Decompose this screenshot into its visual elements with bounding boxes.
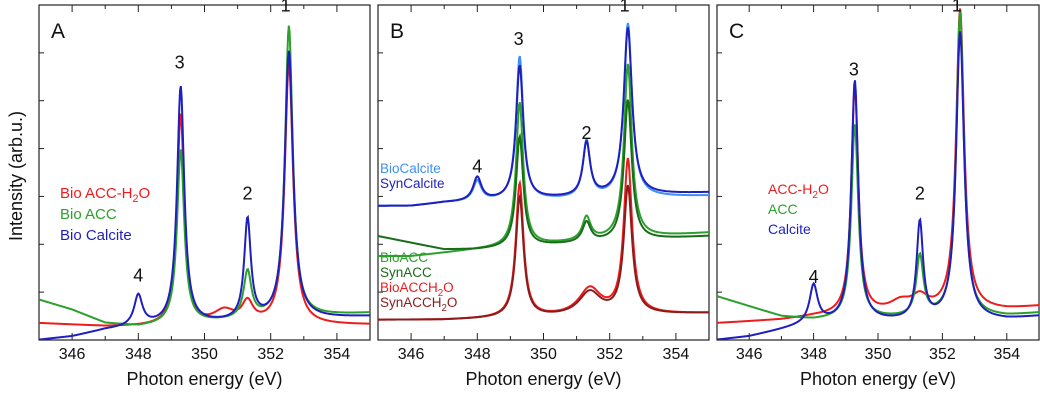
series-line bbox=[39, 25, 370, 326]
x-axis-label: Photon energy (eV) bbox=[800, 369, 956, 389]
x-tick-label: 348 bbox=[464, 346, 491, 363]
axes-frame bbox=[716, 4, 1040, 341]
x-tick-label: 346 bbox=[398, 346, 425, 363]
legend-entry: Bio ACC bbox=[60, 206, 117, 223]
peak-label: 2 bbox=[582, 123, 592, 143]
x-tick-label: 352 bbox=[596, 346, 623, 363]
panel-b: 346 348 350 352 354 Photon energy (eV) B 1 2 3 4 Bi… bbox=[377, 0, 710, 389]
peak-label: 3 bbox=[849, 59, 859, 79]
legend-entry: BioACC bbox=[380, 250, 428, 265]
x-tick-label: 354 bbox=[663, 346, 690, 363]
series-line bbox=[378, 99, 709, 251]
legend-entry: ACC-H2O bbox=[768, 181, 829, 201]
legend-entry: Calcite bbox=[768, 221, 811, 237]
series-line bbox=[378, 63, 709, 258]
legend-entry: BioCalcite bbox=[380, 161, 441, 176]
panel-label: C bbox=[729, 20, 744, 43]
legend-entry: Bio Calcite bbox=[60, 227, 132, 244]
series-line bbox=[39, 50, 370, 340]
legend-entry: BioACCH2O bbox=[380, 280, 454, 299]
x-tick-label: 348 bbox=[800, 346, 827, 363]
series-line bbox=[717, 8, 1039, 324]
x-tick-label: 346 bbox=[59, 346, 86, 363]
series-line bbox=[717, 11, 1039, 319]
peak-label: 2 bbox=[243, 183, 253, 203]
x-tick-label: 350 bbox=[865, 346, 892, 363]
x-tick-label: 352 bbox=[257, 346, 284, 363]
legend-entry: SynACCH2O bbox=[380, 295, 457, 314]
panel-label: B bbox=[390, 20, 404, 43]
series-line bbox=[378, 184, 709, 321]
legend-entry: SynCalcite bbox=[380, 176, 445, 191]
panel-label: A bbox=[51, 20, 65, 43]
peak-label: 4 bbox=[472, 157, 482, 177]
x-axis-label: Photon energy (eV) bbox=[465, 369, 621, 389]
peak-label: 3 bbox=[514, 29, 524, 49]
peak-label: 1 bbox=[952, 0, 962, 16]
peak-label: 1 bbox=[620, 0, 630, 16]
panel-c: 346 348 350 352 354 Photon energy (eV) C 1 2 3 4 AC… bbox=[716, 0, 1040, 389]
x-tick-label: 348 bbox=[125, 346, 152, 363]
axes-frame bbox=[38, 4, 371, 341]
peak-label: 3 bbox=[175, 53, 185, 73]
series-line bbox=[378, 27, 709, 207]
peak-label: 4 bbox=[133, 265, 143, 285]
y-axis-label: Intensity (arb.u.) bbox=[6, 111, 26, 241]
x-tick-label: 354 bbox=[324, 346, 351, 363]
legend-entry: SynACC bbox=[380, 265, 432, 280]
x-tick-label: 346 bbox=[736, 346, 763, 363]
peak-label: 4 bbox=[809, 267, 819, 287]
peak-label: 2 bbox=[915, 183, 925, 203]
panel-a: 346 348 350 352 354 Photon energy (eV) A 1 2 3 4 Bi… bbox=[38, 0, 371, 389]
x-axis-label: Photon energy (eV) bbox=[126, 369, 282, 389]
peak-label: 1 bbox=[281, 0, 291, 16]
legend-entry: ACC bbox=[768, 201, 798, 217]
x-tick-label: 354 bbox=[993, 346, 1020, 363]
x-tick-label: 350 bbox=[191, 346, 218, 363]
x-tick-label: 352 bbox=[929, 346, 956, 363]
legend-entry: Bio ACC-H2O bbox=[60, 185, 150, 205]
x-tick-label: 350 bbox=[530, 346, 557, 363]
series-line bbox=[717, 31, 1039, 340]
